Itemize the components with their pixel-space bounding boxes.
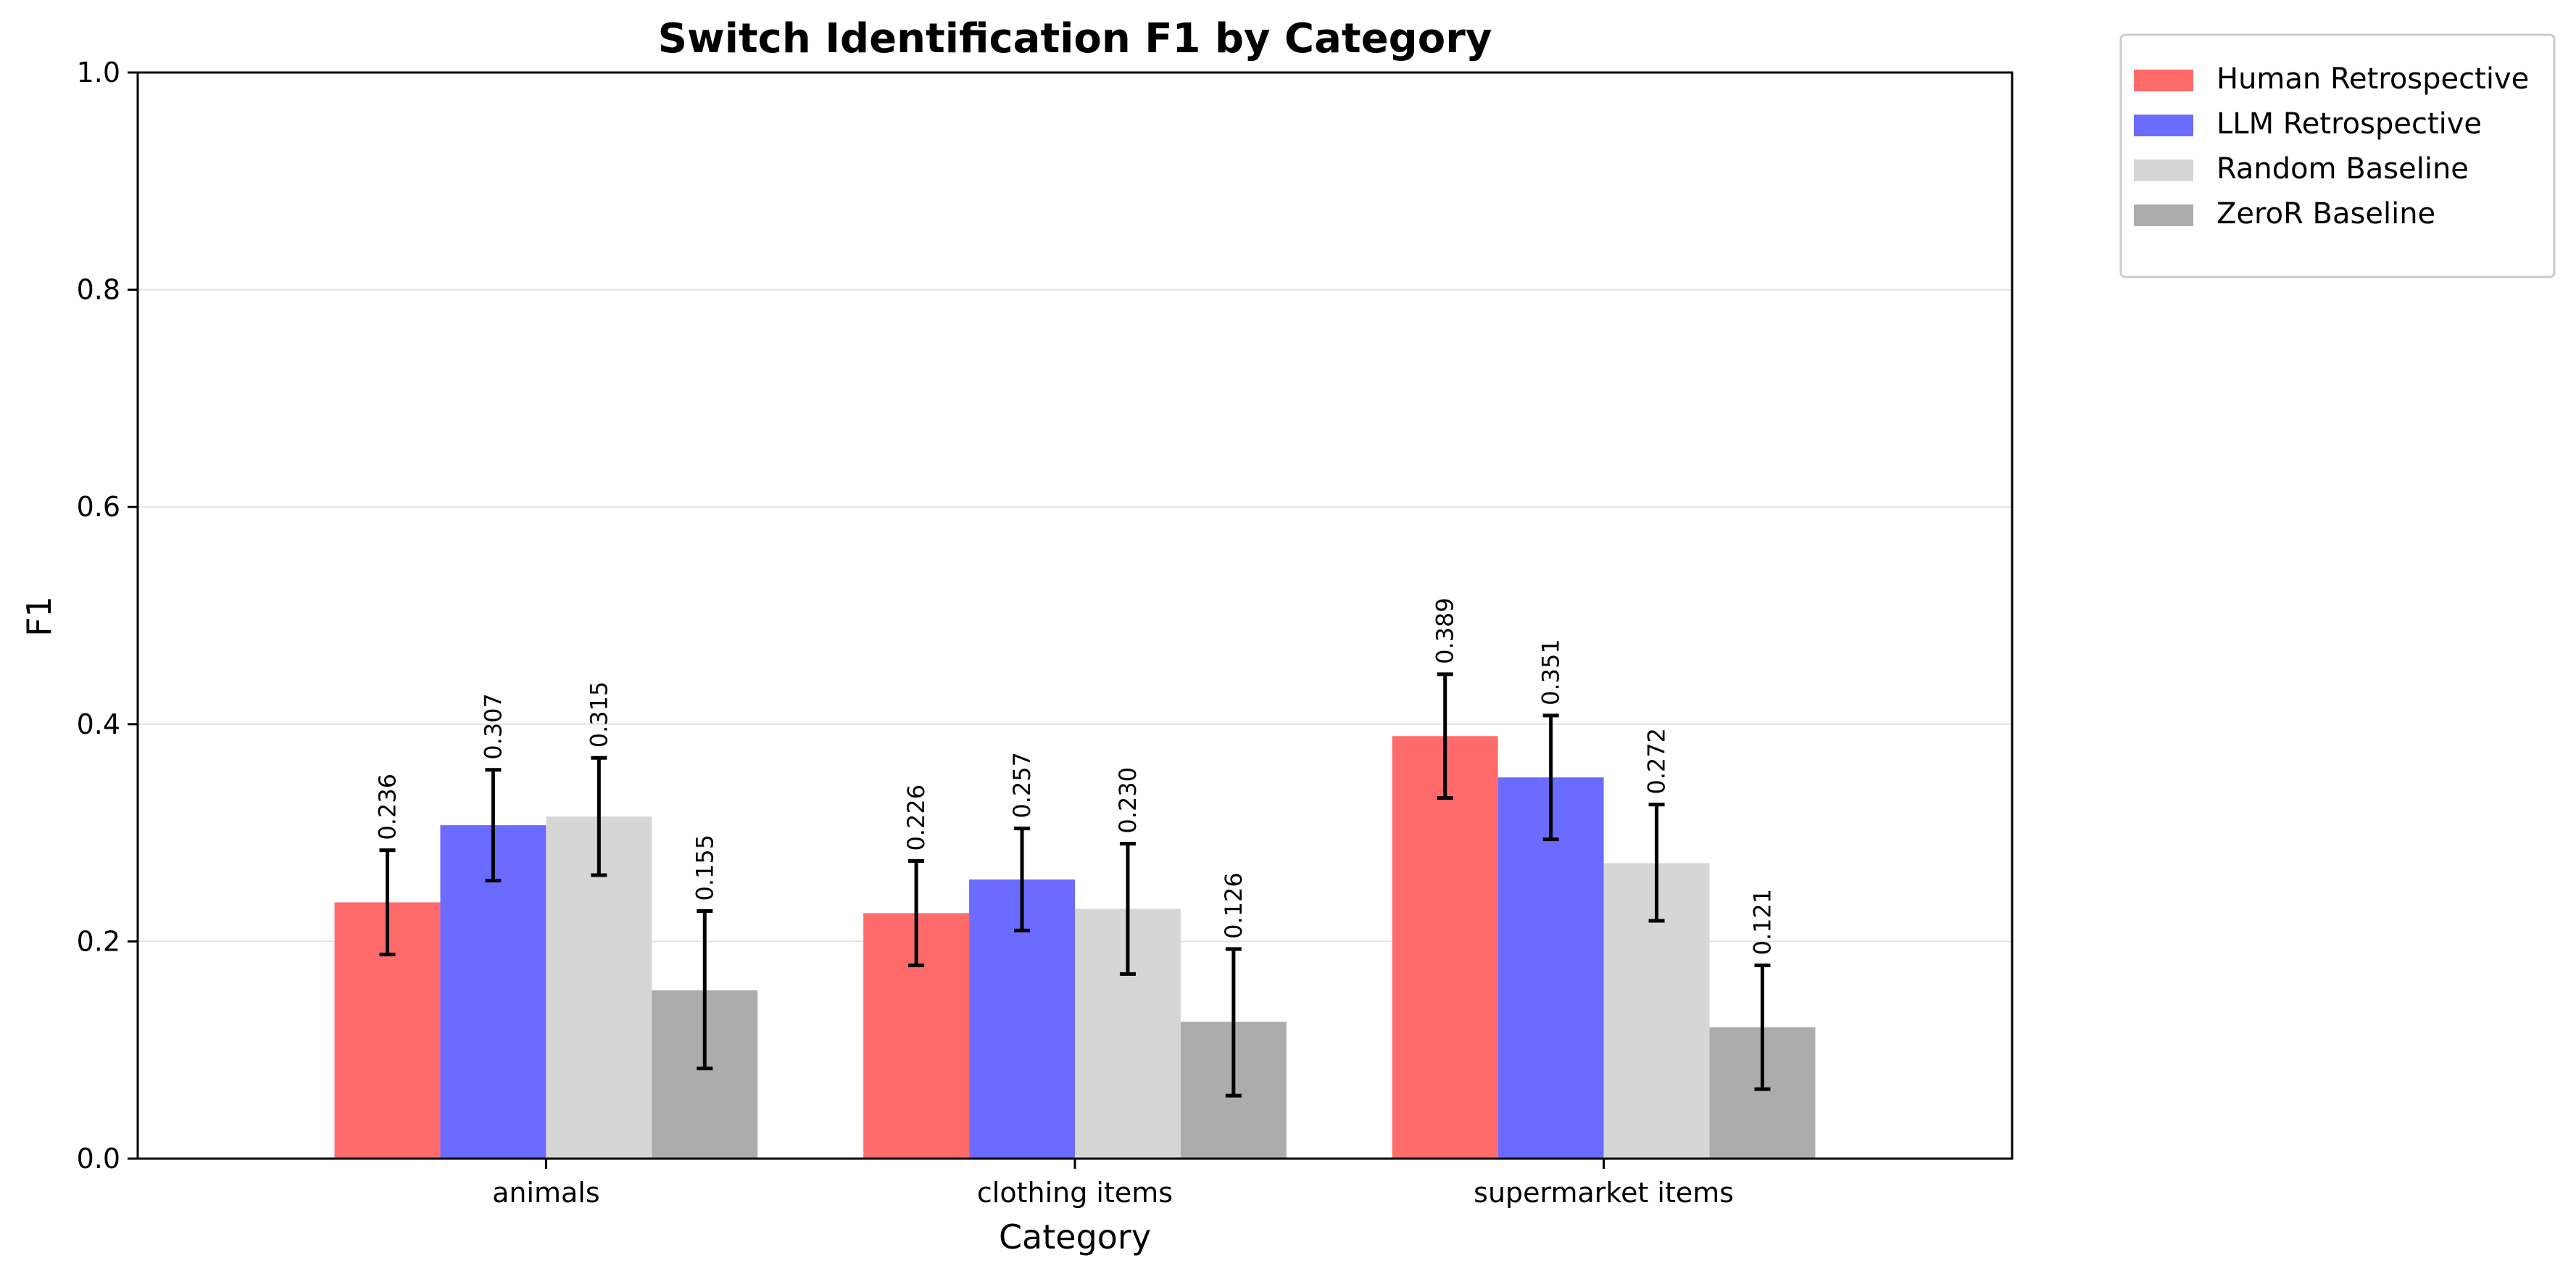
value-label: 0.307 [479, 693, 507, 760]
legend-swatch [2134, 70, 2193, 91]
y-tick-label: 0.0 [77, 1143, 120, 1175]
y-tick-label: 0.8 [77, 274, 120, 306]
chart-title: Switch Identification F1 by Category [658, 15, 1492, 62]
x-tick-label: clothing items [977, 1177, 1173, 1209]
x-tick-label: animals [492, 1177, 600, 1209]
value-label: 0.389 [1432, 597, 1459, 664]
value-label: 0.155 [691, 835, 718, 901]
y-axis-label: F1 [20, 596, 59, 637]
value-label: 0.236 [373, 774, 401, 840]
bar [1392, 736, 1498, 1159]
legend-frame [2119, 33, 2556, 278]
legend-swatch [2134, 204, 2193, 226]
x-tick-label: supermarket items [1474, 1177, 1734, 1209]
legend-label: Random Baseline [2216, 152, 2469, 186]
y-tick-label: 0.2 [77, 925, 120, 957]
legend-label: LLM Retrospective [2216, 107, 2482, 141]
error-bars [379, 672, 1771, 1098]
value-labels: 0.236 0.307 0.315 0.155 0.226 0.257 0.230 0.126… [373, 597, 1776, 955]
value-label: 0.121 [1749, 889, 1777, 956]
value-label: 0.226 [902, 785, 930, 851]
value-label: 0.126 [1220, 872, 1247, 939]
y-tick-label: 0.4 [77, 708, 120, 740]
value-label: 0.230 [1114, 767, 1142, 834]
y-tick-label: 1.0 [77, 57, 120, 88]
legend-swatch [2134, 160, 2193, 181]
legend-swatch [2134, 115, 2193, 136]
value-label: 0.351 [1537, 639, 1565, 705]
legend-label: Human Retrospective [2216, 62, 2529, 96]
value-label: 0.272 [1643, 728, 1671, 795]
value-label: 0.257 [1008, 752, 1036, 819]
y-tick-label: 0.6 [77, 491, 120, 523]
x-axis-label: Category [999, 1217, 1151, 1257]
axis-ticks: 0.0 0.2 0.4 0.6 0.8 1.0 animals clothing items s… [77, 57, 1734, 1209]
value-label: 0.315 [585, 682, 612, 748]
legend-label: ZeroR Baseline [2216, 197, 2435, 231]
legend: Human Retrospective LLM Retrospective Rand… [2119, 33, 2556, 278]
